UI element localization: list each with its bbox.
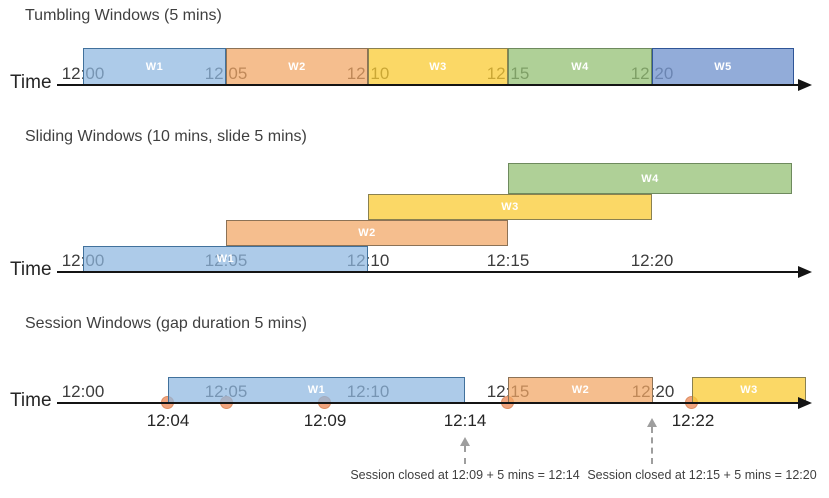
tumbling-window-w4: W4 [508, 48, 652, 85]
tumbling-window-label-w4: W4 [571, 60, 589, 73]
sliding-axis-tick-label: 12:15 [486, 251, 530, 270]
tumbling-section-title: Tumbling Windows (5 mins) [25, 7, 222, 24]
session-close-annotation: Session closed at 12:15 + 5 mins = 12:20 [587, 468, 817, 482]
annotation-dashed-stem [464, 446, 466, 464]
session-axis-tick-label: 12:00 [61, 382, 105, 401]
tumbling-window-label-w1: W1 [145, 60, 164, 73]
session-window-label-w1: W1 [307, 384, 326, 396]
session-window-label-w3: W3 [740, 384, 758, 396]
tumbling-window-w1: W1 [83, 48, 226, 85]
session-time-axis [57, 402, 800, 404]
sliding-axis-tick-label: 12:20 [630, 251, 674, 270]
tumbling-window-label-w3: W3 [429, 60, 447, 73]
tumbling-window-w2: W2 [226, 48, 368, 85]
annotation-up-arrow-icon [647, 418, 657, 427]
tumbling-window-label-w5: W5 [714, 60, 732, 73]
tumbling-time-axis-label: Time [10, 72, 52, 93]
session-axis-arrowhead-icon [798, 397, 812, 409]
event-time-label: 12:14 [443, 411, 487, 430]
session-window-w2: W2 [508, 377, 653, 403]
event-time-label: 12:09 [303, 411, 347, 430]
sliding-time-axis-label: Time [10, 259, 52, 280]
tumbling-window-label-w2: W2 [288, 60, 306, 73]
session-window-label-w2: W2 [571, 384, 590, 396]
session-section-title: Session Windows (gap duration 5 mins) [25, 315, 307, 332]
sliding-axis-arrowhead-icon [798, 266, 812, 278]
sliding-window-w1: W1 [83, 246, 368, 272]
annotation-dashed-stem [651, 427, 653, 464]
annotation-up-arrow-icon [460, 437, 470, 446]
sliding-section-title: Sliding Windows (10 mins, slide 5 mins) [25, 128, 307, 145]
sliding-window-w3: W3 [368, 194, 652, 220]
sliding-time-axis [57, 271, 800, 273]
session-close-annotation: Session closed at 12:09 + 5 mins = 12:14 [350, 468, 580, 482]
sliding-window-label-w3: W3 [501, 201, 519, 213]
sliding-window-label-w2: W2 [358, 227, 376, 239]
sliding-window-label-w1: W1 [216, 253, 235, 265]
event-time-label: 12:22 [671, 411, 715, 430]
tumbling-axis-arrowhead-icon [798, 79, 812, 91]
tumbling-window-w5: W5 [652, 48, 794, 85]
tumbling-time-axis [57, 84, 800, 86]
session-window-w1: W1 [168, 377, 465, 403]
event-time-label: 12:04 [146, 411, 190, 430]
sliding-window-label-w4: W4 [641, 172, 659, 185]
session-time-axis-label: Time [10, 390, 52, 411]
session-window-w3: W3 [692, 377, 806, 403]
sliding-window-w4: W4 [508, 163, 792, 194]
sliding-window-w2: W2 [226, 220, 508, 246]
tumbling-window-w3: W3 [368, 48, 508, 85]
